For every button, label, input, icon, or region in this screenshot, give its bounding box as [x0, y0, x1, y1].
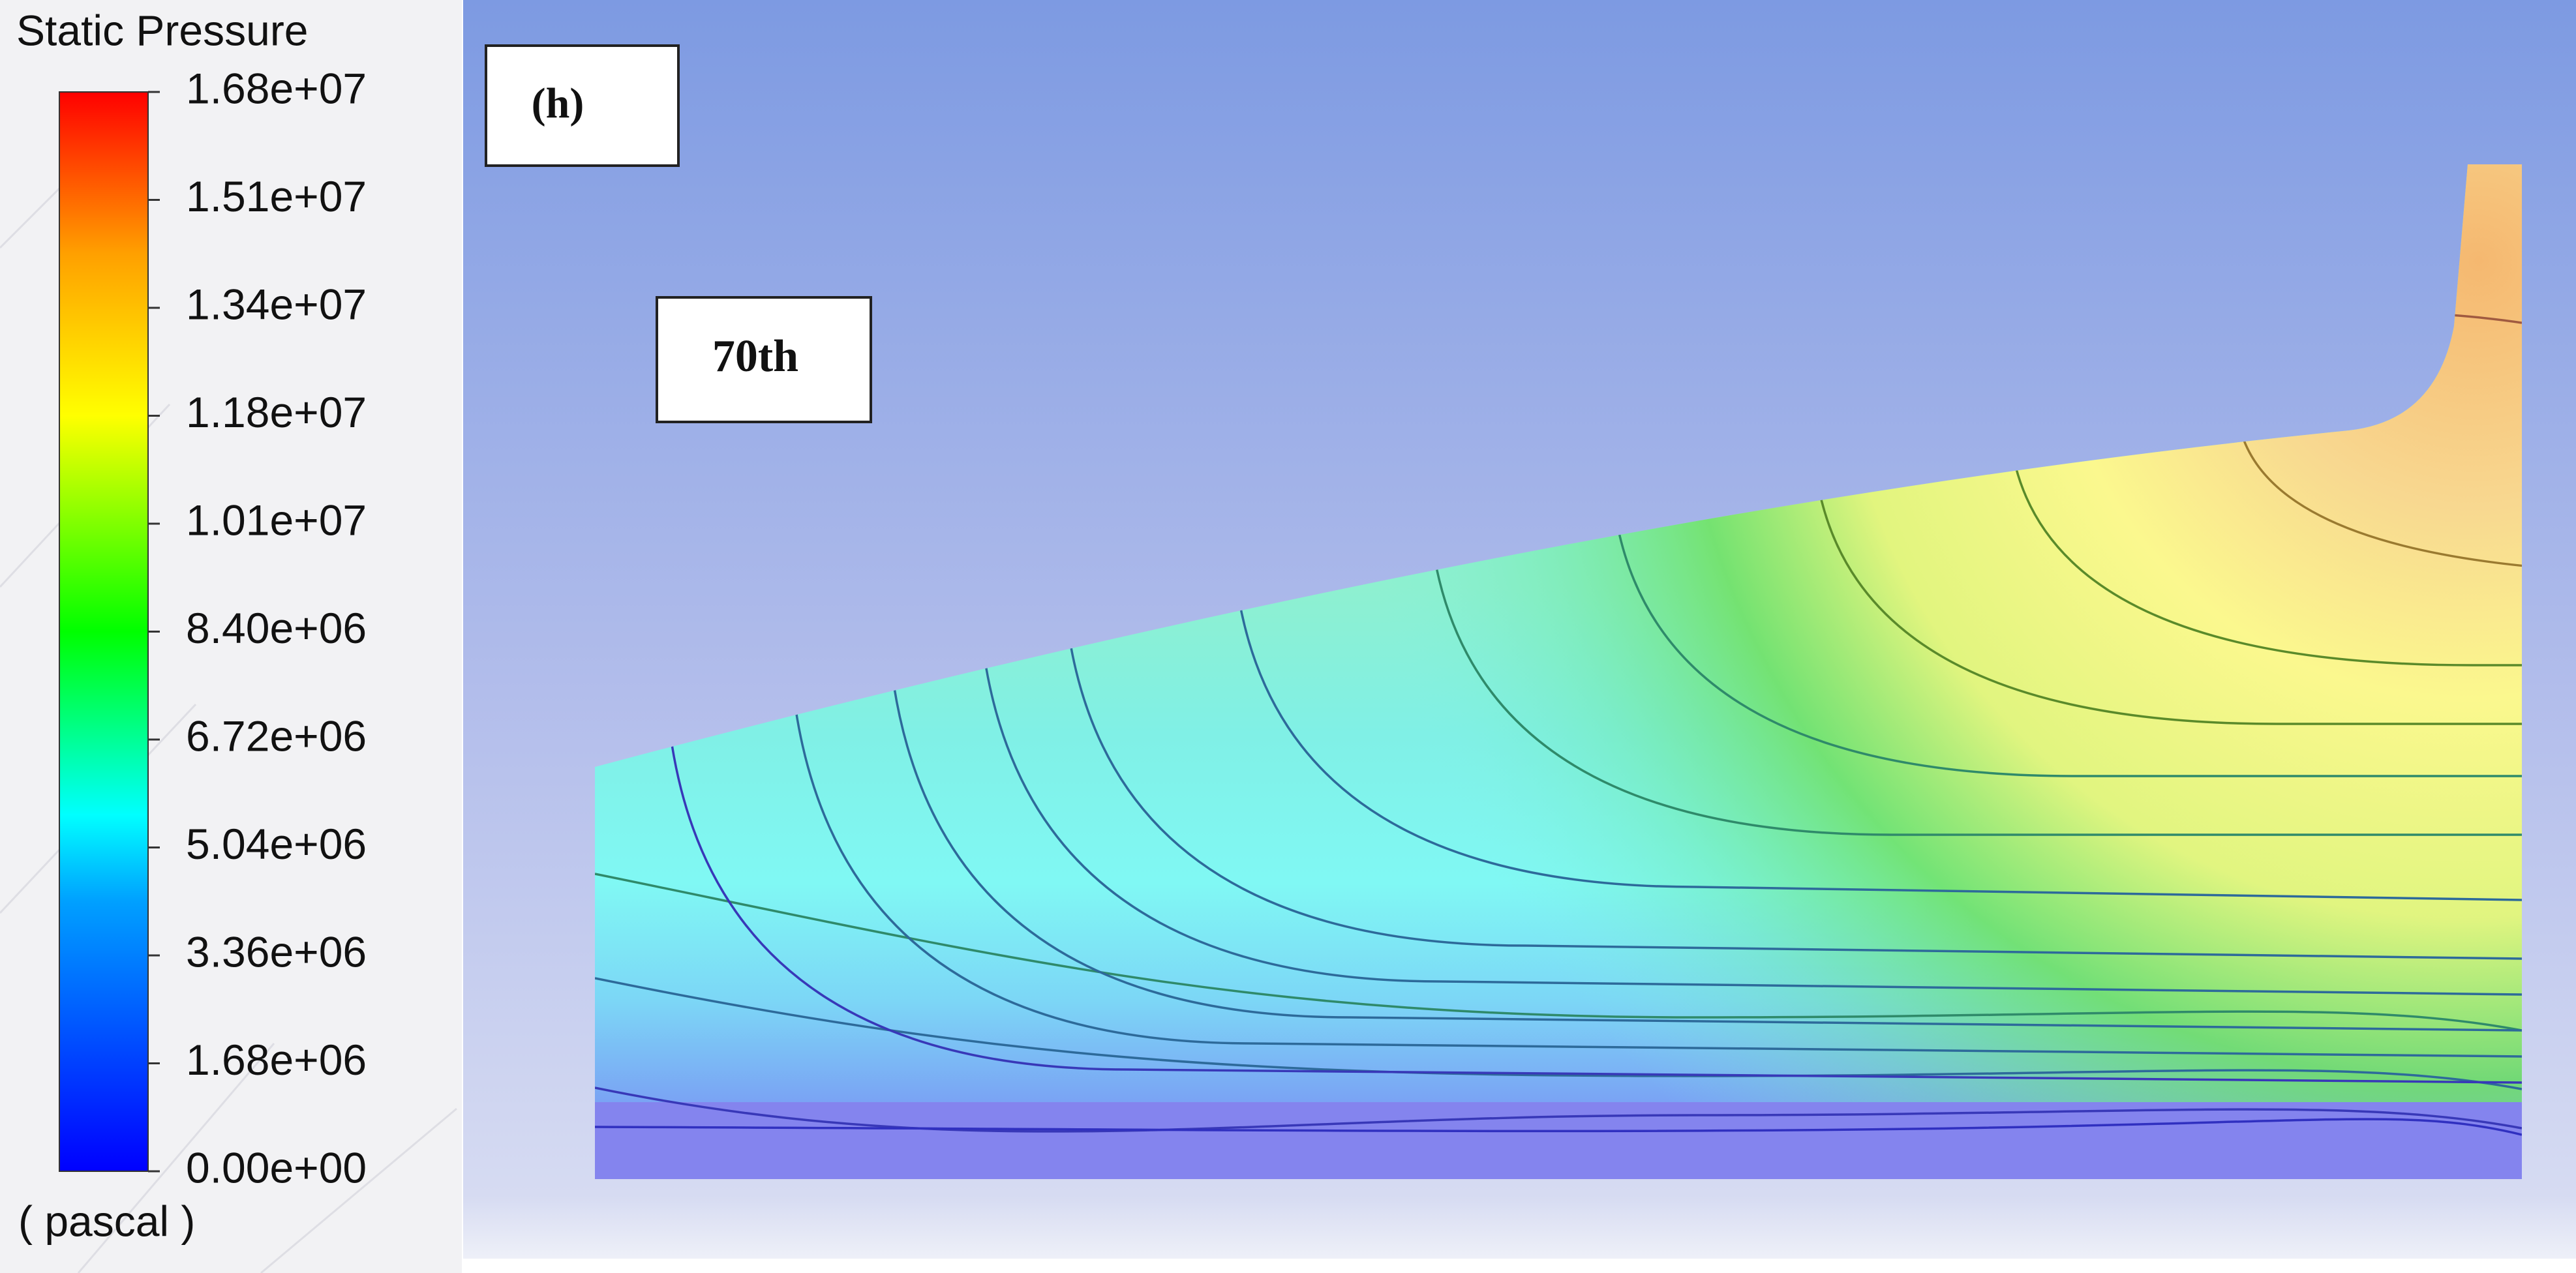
contour-line	[2243, 440, 2522, 575]
field-low	[595, 1102, 2522, 1179]
contour-line	[1616, 526, 2522, 777]
annotation: 70th	[712, 331, 798, 382]
panel-label-box	[485, 44, 680, 167]
contour-line	[2014, 466, 2522, 666]
contour-line	[795, 710, 2522, 1058]
colorbar-title: Static Pressure	[16, 6, 309, 54]
tick-label: 1.18e+07	[186, 388, 367, 436]
contour-line	[1068, 640, 2522, 960]
contour-line	[671, 744, 2522, 1084]
contour-line	[595, 977, 2522, 1090]
contour-line	[1434, 560, 2522, 836]
tick-label: 1.34e+07	[186, 280, 367, 328]
panel-label: (h)	[532, 80, 584, 127]
annotation-box	[656, 296, 872, 423]
contour-line	[984, 661, 2522, 996]
contour-line	[1238, 601, 2522, 901]
contour-line	[892, 683, 2522, 1032]
colorbar	[59, 91, 149, 1172]
tick-label: 1.68e+06	[186, 1036, 367, 1084]
contour-line	[595, 873, 2522, 1032]
tick-label: 1.51e+07	[186, 172, 367, 220]
tick-label: 3.36e+06	[186, 927, 367, 976]
tick-label: 5.04e+06	[186, 820, 367, 868]
contour-lines	[595, 310, 2522, 1136]
colorbar-unit: ( pascal )	[18, 1197, 195, 1245]
colorbar-ticks: 1.68e+07 1.51e+07 1.34e+07 1.18e+07 1.01e+07…	[148, 64, 367, 1191]
tick-label: 1.68e+07	[186, 64, 367, 112]
tick-label: 1.01e+07	[186, 496, 367, 544]
tick-label: 6.72e+06	[186, 711, 367, 760]
tick-label: 8.40e+06	[186, 604, 367, 652]
tick-label: 0.00e+00	[186, 1143, 367, 1191]
contour-line	[595, 1118, 2522, 1136]
contour-line	[1819, 494, 2522, 725]
